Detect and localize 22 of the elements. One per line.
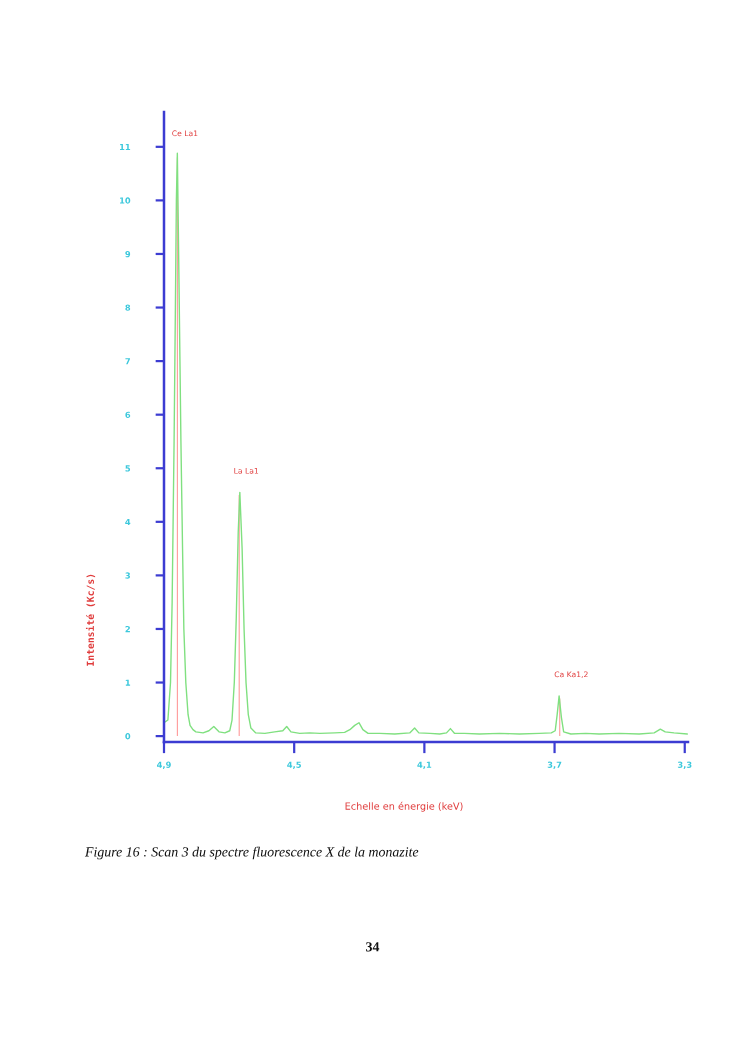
y-axis-title: Intensité (Kc/s) [85, 574, 96, 666]
line-series [164, 152, 688, 735]
x-tick-label: 4,1 [417, 761, 432, 769]
y-tick-label: 8 [125, 304, 131, 311]
y-tick-label: 7 [125, 358, 130, 365]
y-tick-label: 6 [125, 411, 131, 418]
x-axis-title: Echelle en énergie (keV) [345, 801, 463, 812]
y-tick-label: 2 [125, 625, 130, 633]
y-tick-label: 5 [125, 465, 131, 472]
y-tick-label: 0 [125, 733, 131, 740]
x-tick-label: 4,5 [287, 761, 301, 769]
x-tick-label: 4,9 [156, 761, 171, 769]
y-tick-label: 9 [125, 250, 131, 258]
y-tick-label: 1 [125, 679, 131, 686]
caption: Figure 16 : Scan 3 du spectre fluorescence X de la monazite [84, 846, 419, 860]
x-tick-label: 3,3 [677, 761, 692, 769]
y-tick-label: 10 [120, 197, 131, 204]
x-tick-label: 3,7 [547, 761, 562, 769]
y-tick-label: 11 [120, 143, 131, 150]
y-tick-label: 3 [125, 572, 130, 579]
text: 34 [366, 942, 380, 952]
y-tick-label: 4 [125, 518, 131, 525]
